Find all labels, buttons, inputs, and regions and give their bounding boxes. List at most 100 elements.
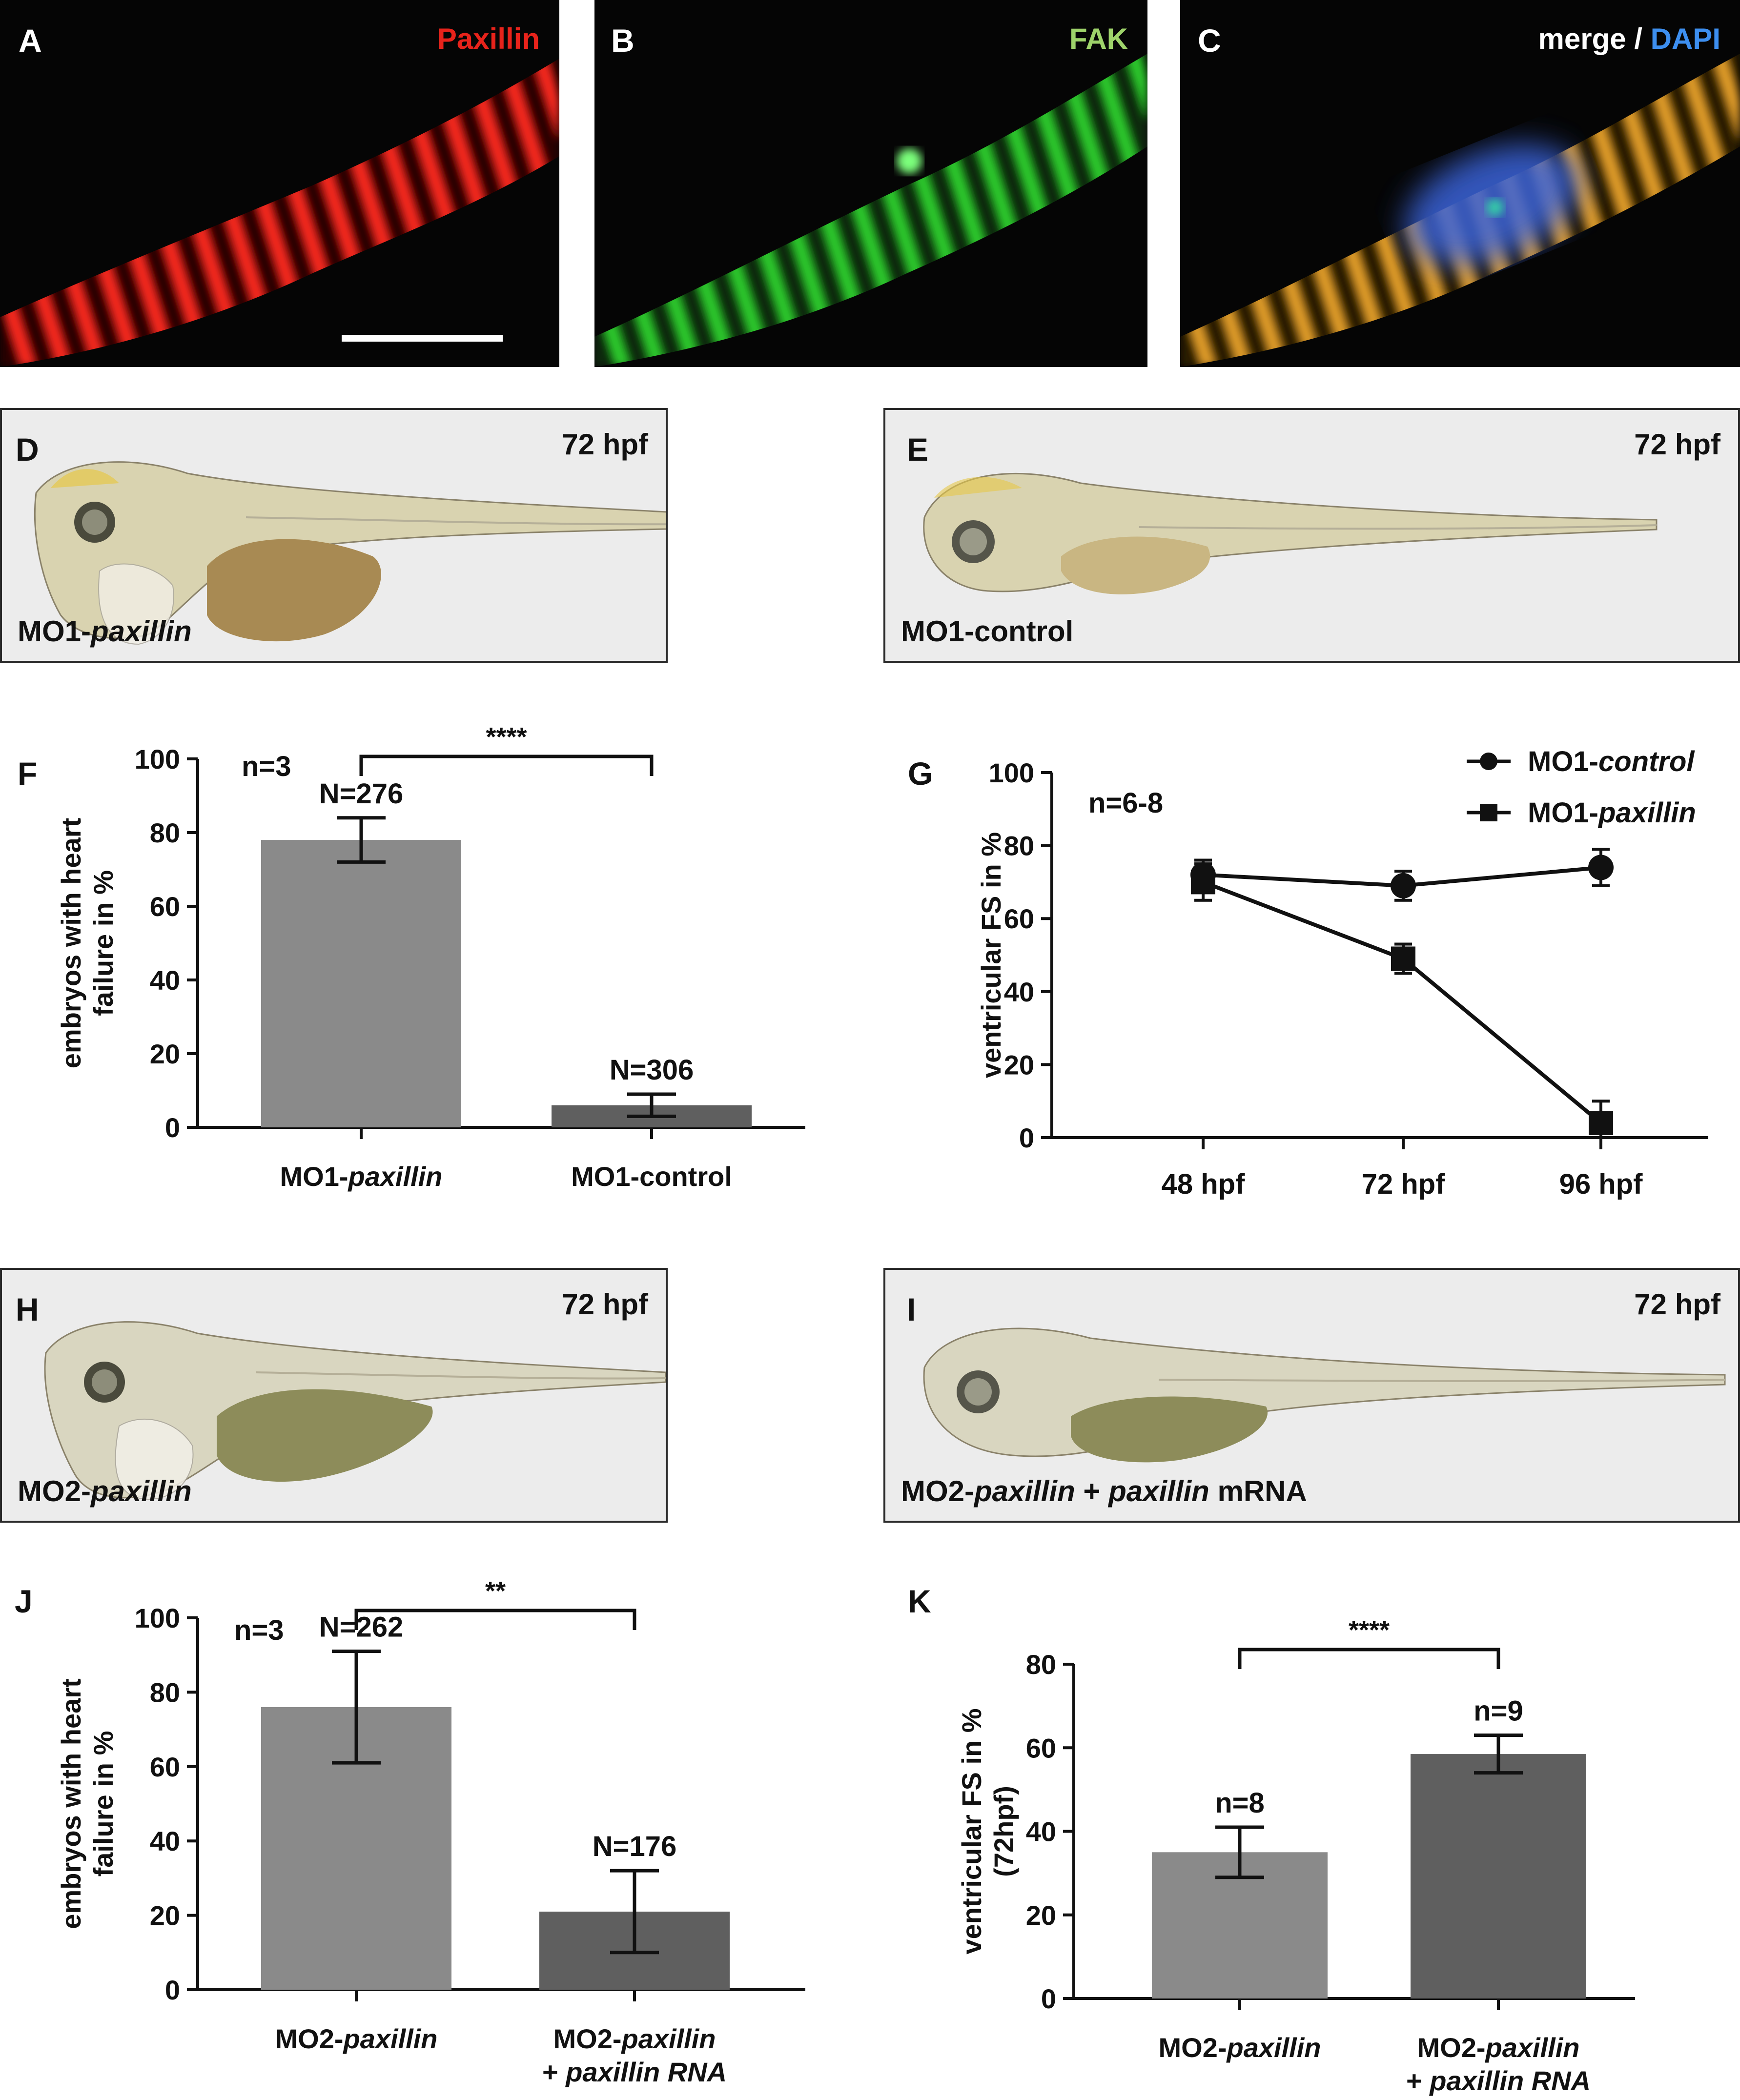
caption-i-part5: mRNA — [1209, 1475, 1307, 1508]
stage-label-e: 72 hpf — [1634, 428, 1720, 461]
y-tick-label: 60 — [1026, 1733, 1056, 1763]
y-tick-label: 40 — [150, 965, 180, 996]
chart-g-ventricular-fs-timecourse: 0 20 40 60 80 100 48 hpf 72 hpf 96 hpf ventricula… — [976, 746, 1708, 1200]
n-label: n=3 — [242, 751, 291, 782]
chart-f-heart-failure-mo1: 0 20 40 60 80 100 embryos with heartfailure in… — [56, 722, 805, 1192]
y-tick-label: 80 — [1026, 1649, 1056, 1680]
data-point-circle — [1588, 855, 1614, 880]
panel-label-k: K — [908, 1583, 931, 1619]
data-point-square — [1391, 946, 1415, 971]
n-label: n=3 — [234, 1614, 284, 1646]
y-tick-label: 20 — [1004, 1049, 1034, 1080]
caption-i-part2: paxillin — [974, 1475, 1075, 1508]
scale-bar — [342, 335, 503, 342]
panel-label-a: A — [19, 22, 42, 59]
series-line — [1202, 880, 1602, 1125]
panel-label-e: E — [907, 431, 929, 468]
panel-i-fish-image: I 72 hpf MO2-paxillin + paxillin mRNA — [883, 1268, 1740, 1523]
x-category-label: MO1-control — [571, 1161, 732, 1192]
caption-i: MO2-paxillin + paxillin mRNA — [901, 1474, 1307, 1508]
x-category-label: MO2-paxillin — [553, 2023, 716, 2054]
panel-d-fish-image: D 72 hpf MO1-paxillin — [0, 408, 668, 663]
caption-h: MO2-paxillin — [18, 1474, 192, 1508]
fak-channel-label: FAK — [1069, 22, 1128, 55]
y-tick-label: 80 — [1004, 831, 1034, 861]
caption-i-part4: paxillin — [1108, 1475, 1209, 1508]
stage-label-h: 72 hpf — [562, 1288, 648, 1321]
panel-c-merge-image: C merge / DAPI — [1180, 0, 1740, 367]
caption-i-part3: + — [1075, 1475, 1109, 1508]
y-tick-label: 20 — [1026, 1900, 1056, 1931]
significance-stars: **** — [1349, 1615, 1390, 1645]
bar-count-label: n=9 — [1474, 1695, 1523, 1727]
x-tick-label: 96 hpf — [1559, 1168, 1643, 1200]
caption-h-prefix: MO2- — [18, 1475, 91, 1508]
panel-label-d: D — [16, 431, 39, 468]
panel-e-fish-image: E 72 hpf MO1-control — [883, 408, 1740, 663]
caption-h-italic: paxillin — [91, 1475, 192, 1508]
legend-marker-square — [1480, 804, 1497, 821]
y-tick-label: 60 — [150, 1752, 180, 1782]
bar-count-label: n=8 — [1215, 1787, 1265, 1819]
n-label: n=6-8 — [1088, 787, 1163, 819]
bar — [1411, 1754, 1586, 1998]
bar-count-label: N=306 — [610, 1054, 694, 1086]
y-tick-label: 20 — [150, 1039, 180, 1069]
x-category-label: MO2-paxillin — [1159, 2032, 1321, 2063]
panel-label-c: C — [1198, 22, 1221, 59]
bar-count-label: N=276 — [319, 778, 404, 810]
y-tick-label: 60 — [150, 891, 180, 922]
x-category-label-line2: + paxillin RNA — [1406, 2065, 1591, 2096]
y-axis-label: embryos with heartfailure in % — [56, 818, 119, 1068]
zebrafish-embryo-h — [44, 1321, 666, 1500]
panel-a-paxillin-image: A Paxillin — [0, 0, 559, 367]
paxillin-stained-cell — [0, 59, 559, 367]
x-category-label-line2: + paxillin RNA — [542, 2057, 727, 2087]
panel-label-g: G — [908, 755, 933, 792]
panel-h-fish-image: H 72 hpf MO2-paxillin — [0, 1268, 668, 1523]
data-point-circle — [1391, 873, 1416, 898]
y-tick-label: 100 — [135, 1603, 180, 1633]
y-axis-label: ventricular FS in % — [976, 832, 1006, 1078]
y-tick-label: 0 — [165, 1112, 180, 1143]
significance-stars: **** — [486, 722, 527, 752]
y-tick-label: 100 — [135, 744, 180, 775]
y-tick-label: 60 — [1004, 903, 1034, 934]
significance-stars: ** — [485, 1576, 506, 1606]
legend-label: MO1-paxillin — [1528, 797, 1696, 829]
stage-label-i: 72 hpf — [1634, 1288, 1720, 1321]
chart-j-heart-failure-mo2: 0 20 40 60 80 100 embryos with heartfailure in… — [56, 1576, 805, 2087]
bar-count-label: N=176 — [593, 1831, 677, 1862]
caption-e: MO1-control — [901, 615, 1074, 648]
panel-b-fak-image: B FAK — [594, 0, 1147, 367]
data-point-square — [1191, 870, 1215, 895]
bar — [261, 840, 461, 1127]
stage-label-d: 72 hpf — [562, 428, 648, 461]
legend-marker-circle — [1480, 753, 1497, 770]
x-category-label: MO2-paxillin — [1417, 2032, 1580, 2063]
y-tick-label: 20 — [150, 1900, 180, 1931]
y-tick-label: 0 — [165, 1975, 180, 2005]
legend-label: MO1-control — [1528, 746, 1695, 777]
y-axis-label: embryos with heartfailure in % — [56, 1678, 119, 1929]
significance-bracket — [354, 1609, 636, 1630]
x-tick-label: 72 hpf — [1362, 1168, 1445, 1200]
bar-count-label: N=262 — [319, 1611, 404, 1643]
data-point-square — [1589, 1111, 1613, 1136]
merge-channel-label: merge / DAPI — [1538, 24, 1720, 54]
caption-d: MO1-paxillin — [18, 614, 192, 648]
zebrafish-embryo-e — [923, 472, 1658, 594]
y-tick-label: 40 — [1004, 977, 1034, 1007]
dapi-text: DAPI — [1650, 22, 1720, 55]
zebrafish-embryo-d — [34, 461, 666, 645]
merged-cell — [1180, 54, 1740, 367]
caption-d-italic: paxillin — [91, 615, 192, 648]
zebrafish-embryo-i — [923, 1327, 1726, 1463]
y-tick-label: 0 — [1019, 1122, 1034, 1153]
y-axis-label: ventricular FS in %(72hpf) — [956, 1708, 1019, 1954]
paxillin-channel-label: Paxillin — [437, 22, 540, 55]
panel-label-b: B — [611, 22, 635, 59]
caption-d-prefix: MO1- — [18, 615, 91, 648]
panel-label-h: H — [16, 1291, 39, 1327]
